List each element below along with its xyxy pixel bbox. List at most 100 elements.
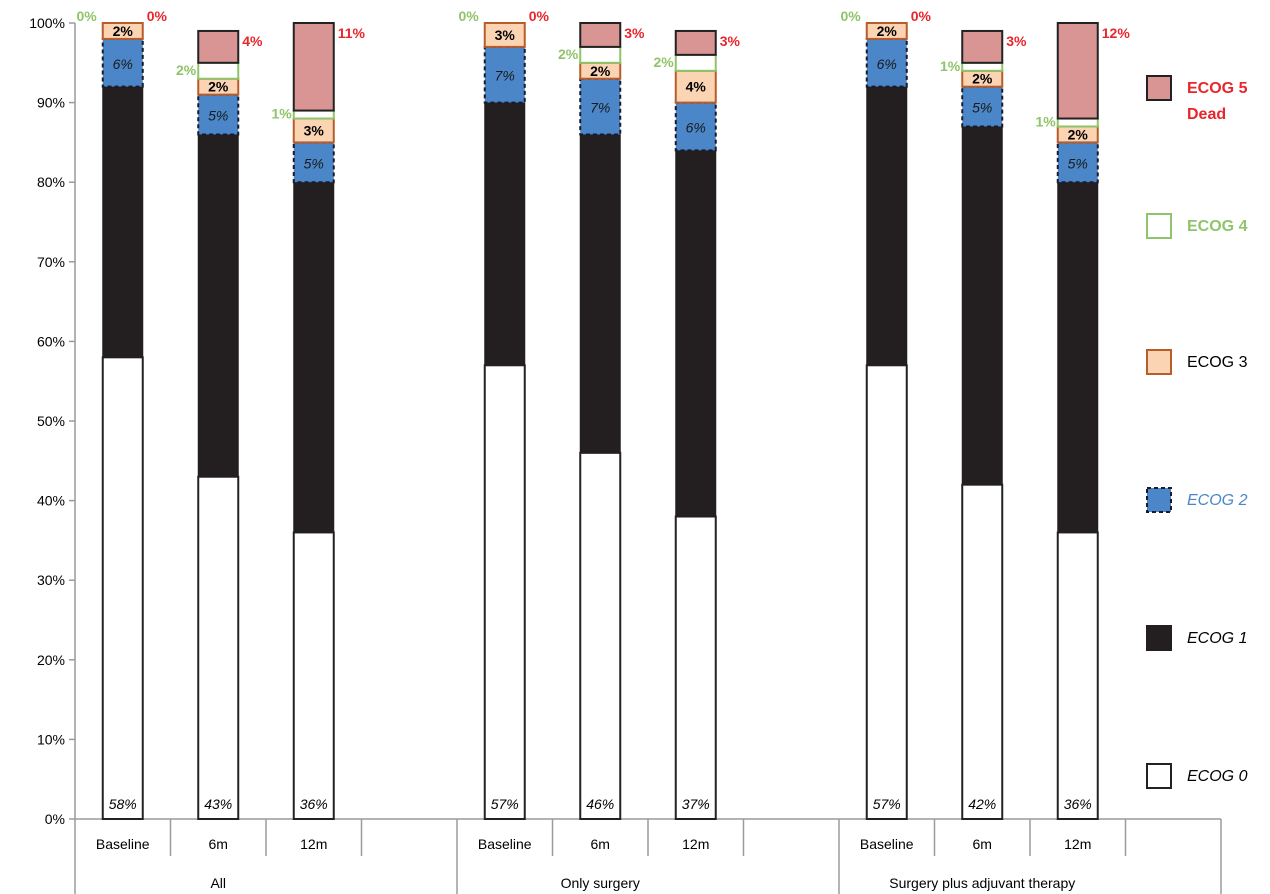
label-ecog2: 6% (877, 56, 897, 72)
bar-all-6m: 43% 5% 2% 2% 4% (176, 29, 263, 820)
segment-ecog1 (293, 181, 335, 533)
segment-ecog5 (292, 22, 335, 112)
y-tick-label: 60% (37, 333, 65, 349)
segment-ecog4 (961, 61, 1004, 72)
x-tick-label: Baseline (860, 836, 914, 852)
y-tick-label: 80% (37, 174, 65, 190)
y-tick-label: 20% (37, 652, 65, 668)
label-ecog3: 2% (877, 23, 898, 39)
label-ecog2: 5% (208, 108, 228, 124)
label-ecog3: 2% (1068, 126, 1089, 142)
segment-ecog4 (674, 53, 717, 72)
x-tick-label: 12m (300, 836, 327, 852)
legend-swatch (1146, 349, 1172, 375)
group-label: Surgery plus adjuvant therapy (889, 875, 1075, 891)
label-ecog5: 3% (720, 33, 741, 49)
y-tick-label: 40% (37, 493, 65, 509)
label-ecog0: 57% (873, 796, 901, 812)
segment-ecog5 (961, 29, 1004, 64)
bar-surgery-plus-adjuvant-therapy-12m: 36% 5% 2% 1% 12% (1036, 22, 1131, 820)
x-tick-label: 6m (209, 836, 228, 852)
legend-swatch (1146, 75, 1172, 101)
legend-item-ecog-3: ECOG 3 (1146, 349, 1248, 375)
segment-ecog4 (292, 109, 335, 120)
group-label: All (210, 875, 226, 891)
label-ecog4: 1% (1036, 114, 1057, 130)
label-ecog4: 1% (272, 106, 293, 122)
x-tick-label: 6m (591, 836, 610, 852)
label-ecog4: 1% (940, 58, 961, 74)
label-ecog3: 2% (972, 71, 993, 87)
segment-ecog2 (961, 85, 1004, 128)
bar-all-baseline: 58% 6% 2% 0% 0% (77, 8, 168, 820)
segment-ecog0 (1056, 531, 1099, 820)
bar-only-surgery-6m: 46% 7% 2% 2% 3% (558, 22, 645, 820)
legend-swatch (1146, 763, 1172, 789)
label-ecog5: 0% (911, 8, 932, 24)
label-ecog5: 0% (147, 8, 168, 24)
legend-swatch (1146, 625, 1172, 651)
legend-label: ECOG 1 (1187, 630, 1247, 647)
label-ecog0: 42% (968, 796, 996, 812)
segment-ecog2 (483, 45, 526, 104)
y-tick-label: 50% (37, 413, 65, 429)
x-tick-label: 12m (682, 836, 709, 852)
segment-ecog4 (579, 45, 622, 64)
y-tick-label: 90% (37, 95, 65, 111)
y-tick-label: 100% (29, 15, 65, 31)
segment-ecog0 (674, 515, 717, 821)
y-axis: 0% 10% 20% 30% 40% 50% 60% 70% 80% 90% 100% (29, 15, 76, 827)
label-ecog4: 0% (77, 8, 98, 24)
y-tick-label: 30% (37, 572, 65, 588)
legend-item-ecog-2: ECOG 2 (1146, 487, 1248, 513)
segment-ecog2 (101, 37, 144, 88)
segment-ecog1 (484, 102, 526, 366)
y-tick-label: 10% (37, 731, 65, 747)
label-ecog3: 2% (590, 63, 611, 79)
segment-ecog0 (579, 451, 622, 820)
legend-label: Dead (1187, 106, 1226, 123)
segment-ecog2 (197, 93, 240, 136)
legend-item-ecog-0: ECOG 0 (1146, 763, 1248, 789)
segment-ecog3 (101, 22, 144, 40)
bar-surgery-plus-adjuvant-therapy-baseline: 57% 6% 2% 0% 0% (841, 8, 932, 820)
segment-ecog4 (1056, 117, 1099, 128)
segment-ecog5 (1056, 22, 1099, 120)
x-axis: Baseline 6m 12m All Baseline 6m 12m Only surger… (74, 818, 1222, 894)
label-ecog4: 2% (654, 54, 675, 70)
y-tick-label: 0% (45, 811, 65, 827)
label-ecog3: 2% (113, 23, 134, 39)
segment-ecog5 (197, 29, 240, 64)
label-ecog2: 5% (304, 155, 324, 171)
segment-ecog0 (483, 364, 526, 820)
segment-ecog1 (197, 133, 239, 478)
segment-ecog0 (197, 475, 240, 820)
label-ecog2: 6% (686, 119, 706, 135)
label-ecog3: 4% (686, 79, 707, 95)
segment-ecog3 (483, 22, 526, 48)
x-tick-label: Baseline (478, 836, 532, 852)
label-ecog5: 12% (1102, 25, 1131, 41)
label-ecog2: 5% (1068, 155, 1088, 171)
label-ecog4: 2% (558, 46, 579, 62)
x-tick-label: Baseline (96, 836, 150, 852)
label-ecog5: 3% (624, 25, 645, 41)
segment-ecog0 (292, 531, 335, 820)
label-ecog2: 7% (495, 68, 515, 84)
segment-ecog1 (961, 125, 1003, 486)
legend-label: ECOG 4 (1187, 218, 1248, 235)
segment-ecog1 (579, 133, 621, 454)
label-ecog4: 0% (459, 8, 480, 24)
segment-ecog4 (197, 61, 240, 80)
label-ecog0: 36% (300, 796, 328, 812)
y-tick-label: 70% (37, 254, 65, 270)
label-ecog0: 46% (586, 796, 614, 812)
segment-ecog3 (865, 22, 908, 40)
segment-ecog1 (866, 86, 908, 366)
segment-ecog0 (101, 356, 144, 820)
legend-label: ECOG 2 (1187, 492, 1248, 509)
legend-swatch (1146, 487, 1172, 513)
segment-ecog0 (961, 483, 1004, 820)
label-ecog3: 3% (495, 27, 516, 43)
